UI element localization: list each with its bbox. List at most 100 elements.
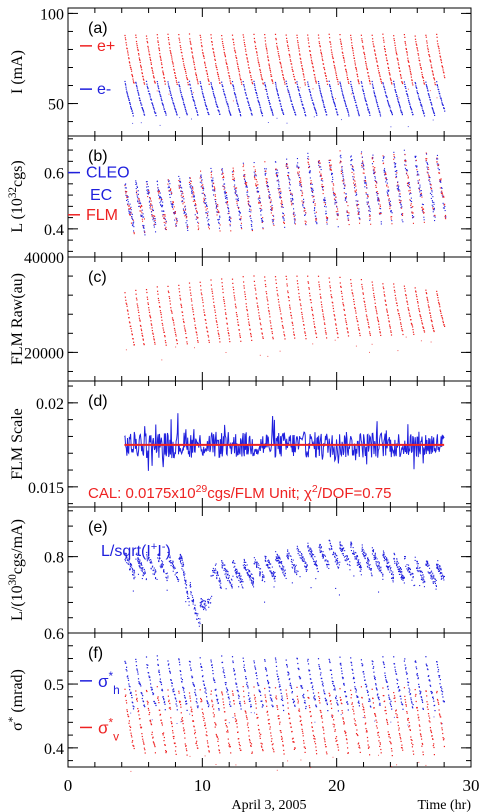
current-e-minus-dot — [201, 91, 203, 93]
lumi-per-current-dot — [191, 600, 193, 602]
current-e-plus-dot — [182, 60, 184, 62]
current-e-minus-dot — [167, 81, 169, 83]
flm-raw-dot — [141, 332, 143, 334]
luminosity-dot — [171, 205, 173, 207]
current-e-minus-dot — [301, 101, 303, 103]
luminosity-dot — [321, 178, 323, 180]
flm-raw-dot — [210, 279, 212, 281]
luminosity-dot — [197, 225, 199, 227]
luminosity-dot — [293, 208, 295, 210]
luminosity-dot — [309, 165, 311, 167]
current-e-plus-dot — [332, 57, 334, 60]
luminosity-dot — [325, 216, 327, 218]
luminosity-dot — [367, 196, 369, 198]
luminosity-dot — [205, 202, 207, 204]
current-e-minus-dot — [430, 101, 432, 104]
flm-raw-dot — [405, 297, 408, 299]
luminosity-dot — [127, 203, 129, 205]
flm-raw-dot-outlier — [334, 339, 336, 341]
luminosity-dot — [301, 194, 303, 196]
luminosity-dot — [261, 221, 263, 223]
current-e-plus-dot — [307, 37, 309, 39]
current-e-plus-dot — [185, 70, 187, 73]
current-e-plus-dot — [321, 58, 323, 60]
luminosity-dot — [232, 169, 234, 171]
current-e-minus-dot — [315, 112, 318, 115]
current-e-minus-dot — [356, 107, 358, 109]
flm-raw-dot — [282, 327, 284, 329]
lumi-per-current-dot — [336, 563, 338, 565]
luminosity-dot — [436, 154, 438, 156]
luminosity-dot — [346, 210, 348, 212]
flm-raw-dot — [400, 322, 402, 324]
current-e-plus-dot-outlier — [192, 92, 194, 94]
luminosity-dot — [423, 212, 425, 214]
current-e-plus-dot — [258, 65, 261, 67]
current-e-minus-dot — [214, 97, 216, 99]
luminosity-dot — [255, 175, 257, 177]
luminosity-dot — [383, 157, 385, 159]
flm-raw-dot — [362, 288, 364, 290]
lumi-per-current-dot — [181, 565, 183, 567]
flm-raw-dot — [201, 297, 203, 299]
luminosity-dot — [211, 181, 213, 183]
luminosity-dot — [261, 219, 263, 221]
luminosity-dot — [280, 190, 282, 192]
current-e-plus-dot — [146, 40, 148, 43]
flm-raw-dot — [160, 316, 163, 318]
luminosity-dot — [386, 185, 388, 187]
lumi-per-current-dot — [129, 563, 131, 565]
luminosity-dot — [184, 212, 186, 214]
luminosity-dot — [409, 199, 411, 201]
luminosity-dot — [432, 201, 434, 203]
flm-raw-dot — [287, 290, 289, 292]
luminosity-dot — [194, 205, 196, 207]
flm-raw-dot — [325, 333, 327, 335]
current-e-plus-dot — [271, 79, 273, 82]
luminosity-dot — [189, 180, 191, 182]
flm-raw-dot — [351, 289, 353, 291]
lumi-per-current-dot — [432, 582, 434, 584]
luminosity-dot — [217, 219, 219, 221]
lumi-per-current-dot — [314, 563, 316, 565]
luminosity-dot — [214, 187, 216, 189]
current-e-minus-dot — [213, 94, 215, 96]
lumi-per-current-dot — [133, 569, 135, 571]
current-e-minus-dot — [276, 91, 278, 93]
flm-raw-dot — [226, 323, 228, 325]
luminosity-dot — [213, 194, 215, 196]
lumi-per-current-dot — [437, 569, 439, 571]
luminosity-dot — [400, 202, 402, 204]
current-e-minus-dot — [320, 94, 322, 96]
current-e-minus-dot — [150, 98, 152, 100]
luminosity-dot — [313, 199, 315, 201]
luminosity-dot — [399, 193, 401, 195]
luminosity-dot — [330, 166, 332, 168]
current-e-plus-dot — [426, 42, 428, 44]
luminosity-dot — [415, 159, 417, 161]
current-e-plus-dot — [146, 38, 148, 40]
luminosity-dot — [276, 174, 278, 176]
luminosity-dot — [415, 165, 417, 167]
flm-raw-dot — [409, 314, 411, 316]
flm-raw-dot — [169, 300, 171, 302]
luminosity-dot — [237, 199, 239, 201]
luminosity-dot — [287, 175, 289, 177]
flm-raw-dot — [140, 325, 142, 327]
flm-raw-dot — [208, 339, 210, 341]
current-e-plus-dot — [351, 47, 353, 49]
current-e-minus-dot — [186, 114, 188, 116]
current-e-minus-dot — [421, 105, 423, 107]
current-e-minus-dot — [201, 87, 203, 89]
current-e-minus-dot — [310, 95, 312, 97]
current-e-minus-dot — [352, 91, 354, 93]
current-e-plus-dot — [346, 74, 348, 76]
flm-raw-dot — [359, 332, 361, 334]
luminosity-dot — [310, 187, 312, 189]
lumi-per-current-dot — [257, 563, 259, 565]
lumi-per-current-dot — [437, 565, 439, 567]
current-e-minus-dot — [341, 92, 344, 94]
luminosity-dot — [182, 195, 184, 197]
flm-raw-dot — [184, 327, 186, 329]
luminosity-dot — [415, 155, 417, 157]
